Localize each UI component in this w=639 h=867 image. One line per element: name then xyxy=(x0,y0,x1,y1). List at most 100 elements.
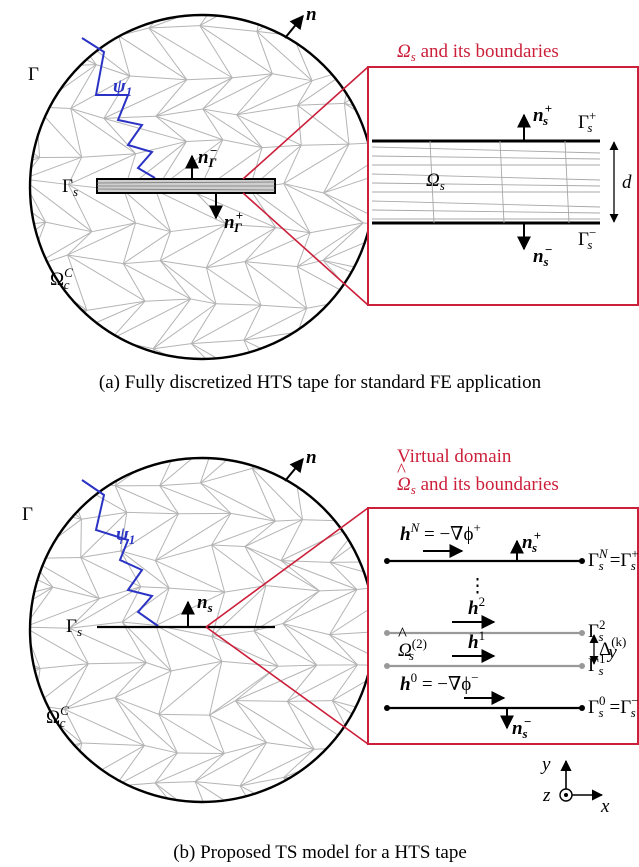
mesh-edge xyxy=(30,15,102,29)
mesh-edge xyxy=(323,143,350,194)
mesh-edge xyxy=(222,139,263,149)
mesh-edge xyxy=(211,544,226,593)
mesh-edge xyxy=(301,818,356,826)
mesh-edge xyxy=(243,339,318,359)
mesh-edge xyxy=(230,512,276,522)
mesh-edge xyxy=(239,742,267,787)
mesh-edge xyxy=(158,714,178,754)
mesh-edge xyxy=(158,713,225,754)
mesh-edge xyxy=(0,600,3,635)
mesh-edge xyxy=(120,550,170,589)
mesh-edge xyxy=(155,560,225,593)
mesh-edge xyxy=(70,75,131,109)
mesh-edge xyxy=(30,178,93,233)
mesh-edge xyxy=(34,663,89,706)
mesh-edge xyxy=(122,621,157,626)
mesh-edge xyxy=(155,190,172,232)
mesh-edge xyxy=(200,467,253,484)
mesh-edge xyxy=(68,184,136,224)
field-arrows xyxy=(423,544,506,705)
mesh-edge xyxy=(30,332,88,359)
mesh-edge xyxy=(64,697,116,710)
mesh-edge xyxy=(152,303,217,350)
mesh-edge xyxy=(253,630,279,667)
mesh-edge xyxy=(297,331,347,359)
mesh-edge xyxy=(159,485,232,514)
mesh-edge xyxy=(208,661,223,716)
mesh-edge xyxy=(342,29,374,34)
mesh-edge xyxy=(316,434,346,440)
mesh-edge xyxy=(292,29,343,37)
mesh-edge xyxy=(123,263,191,300)
mesh-edge xyxy=(169,587,225,593)
label-gamma-b: Γ xyxy=(22,504,33,525)
mesh-edge xyxy=(297,102,345,106)
mesh-edge xyxy=(0,627,24,635)
mesh-edge xyxy=(30,626,41,669)
mesh-edge xyxy=(206,267,262,306)
mesh-edge xyxy=(33,742,83,775)
mesh-edge xyxy=(121,621,172,672)
mesh-edge xyxy=(197,193,277,229)
mesh-edge xyxy=(30,557,100,599)
mesh-edge xyxy=(30,586,54,628)
mesh-edge xyxy=(30,271,41,302)
mesh-edge xyxy=(413,299,440,343)
mesh-edge xyxy=(30,699,36,706)
mesh-edge xyxy=(297,222,364,268)
mesh-edge xyxy=(91,222,136,233)
label-gamma-top-b: ΓN s =Γ+ s xyxy=(588,546,639,573)
mesh-edge xyxy=(154,782,214,802)
mesh-edge xyxy=(140,822,187,830)
mesh-edge xyxy=(202,108,263,149)
zoom-hatch-line xyxy=(499,140,505,224)
mesh-edge xyxy=(244,261,298,268)
mesh-edge xyxy=(11,374,48,387)
mesh-edge xyxy=(30,586,54,636)
mesh-edge xyxy=(202,108,224,141)
mesh-edge xyxy=(30,178,46,223)
mesh-edge xyxy=(199,15,217,26)
mesh-edge xyxy=(65,458,135,478)
mesh-edge xyxy=(323,177,368,194)
mesh-edge xyxy=(114,485,128,513)
mesh-edge xyxy=(73,745,145,787)
mesh-edge xyxy=(144,745,178,754)
mesh-edge xyxy=(243,307,307,341)
mesh-edge xyxy=(70,15,102,32)
coordinate-axes xyxy=(559,759,604,802)
mesh-edge xyxy=(68,334,141,359)
mesh-edge xyxy=(343,103,350,145)
mesh-edge xyxy=(211,520,276,546)
mesh-edge xyxy=(396,0,434,2)
mesh-edge xyxy=(123,190,171,232)
mesh-edge xyxy=(69,586,142,629)
mesh-edge xyxy=(30,458,53,486)
mesh-edge xyxy=(194,742,267,783)
mesh-edge xyxy=(70,15,134,32)
panel-a: n Γ ψ1 Γs n− Γ n+ Γ ΩC c Ωs and its boundar… xyxy=(0,0,639,393)
mesh-edge xyxy=(348,140,374,145)
mesh-edge xyxy=(68,153,136,186)
psi-cut-a xyxy=(81,37,156,179)
mesh-edge xyxy=(243,331,298,341)
mesh-edge xyxy=(0,430,52,432)
normal-arrow-n-b xyxy=(284,457,304,482)
mesh-edge xyxy=(171,660,222,672)
mesh-edge xyxy=(0,551,3,599)
mesh-edge xyxy=(30,15,40,29)
mesh-edge xyxy=(114,697,160,715)
mesh-edge xyxy=(0,340,11,387)
eq-h-top: hN = −∇ϕ+ xyxy=(400,520,481,545)
mesh-edge xyxy=(256,31,313,82)
mesh-edge xyxy=(196,193,227,225)
mesh-edge xyxy=(235,700,288,702)
mesh-edge xyxy=(33,774,50,802)
mesh-edge xyxy=(323,192,374,229)
mesh-edge xyxy=(64,709,83,744)
mesh-edge xyxy=(70,64,97,109)
label-omega-c-b: ΩC c xyxy=(46,703,69,730)
label-gamma-s-b: Γs xyxy=(66,616,82,639)
mesh-edge xyxy=(249,188,277,228)
mesh-edge xyxy=(30,626,89,665)
